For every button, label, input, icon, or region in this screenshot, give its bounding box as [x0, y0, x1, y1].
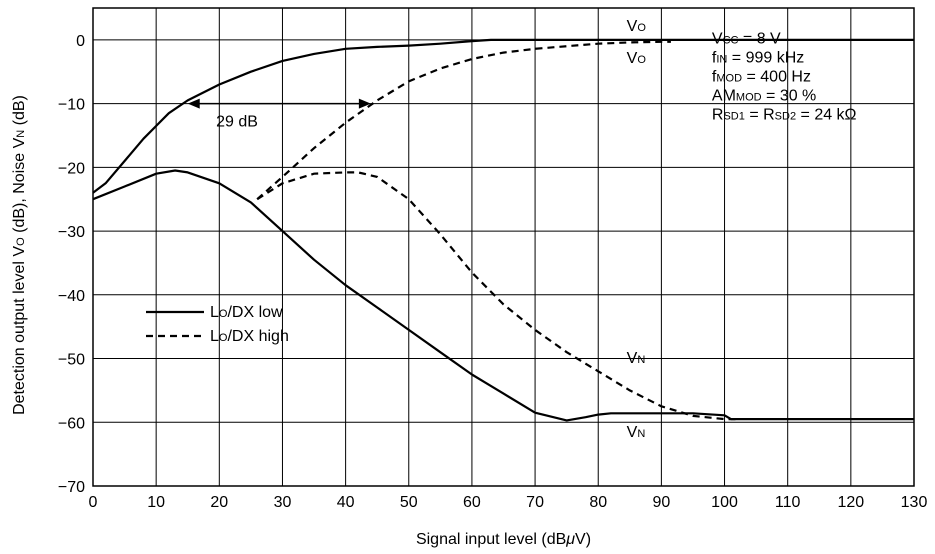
x-tick-label: 80	[589, 494, 607, 511]
x-tick-label: 50	[400, 494, 418, 511]
vo-label-top-part: V	[627, 18, 638, 35]
x-axis-title-part: Signal input level (dB	[416, 531, 566, 548]
condition-line-part: = 400 Hz	[742, 69, 811, 86]
condition-line: fIN = 999 kHz	[712, 50, 804, 67]
x-tick-label: 0	[89, 494, 98, 511]
legend-label-part: O	[219, 332, 228, 344]
condition-line-part: MOD	[736, 92, 762, 104]
y-tick-label: −40	[58, 288, 85, 305]
dashed-vo-line	[256, 40, 671, 201]
legend-label: LO/DX high	[210, 328, 289, 345]
condition-line-part: = R	[745, 107, 775, 124]
condition-line-part: = 8 V	[738, 31, 781, 48]
y-tick-label: −20	[58, 160, 85, 177]
x-axis-title-part: V)	[575, 531, 591, 548]
condition-line-part: SD2	[775, 111, 796, 123]
y-tick-label: 0	[76, 33, 85, 50]
condition-line-part: SD1	[723, 111, 744, 123]
vn-label-bottom-part: V	[627, 424, 638, 441]
y-axis-title-part: O	[15, 237, 27, 246]
y-axis-title-part: (dB), Noise V	[11, 137, 28, 237]
tick-labels: 0 10 20 30 40 50 60 70 80 90 100 110 120 130 0 −10 −20 −3…	[58, 33, 928, 511]
y-axis-title-part: (dB)	[11, 95, 28, 130]
condition-line: AMMOD = 30 %	[712, 88, 816, 105]
condition-line: VCC = 8 V	[712, 31, 781, 48]
dashed-vn-line	[256, 171, 738, 421]
vo-label-mid-part: V	[627, 50, 638, 67]
condition-line-part: = 24 kΩ	[796, 107, 856, 124]
condition-line: fMOD = 400 Hz	[712, 69, 811, 86]
gap-arrow-head-right	[358, 98, 371, 109]
solid-vn-line	[92, 169, 914, 422]
gap-arrow-head-left	[187, 98, 200, 109]
y-tick-label: −60	[58, 415, 85, 432]
legend-label-part: L	[210, 328, 219, 345]
vo-label-top: VO	[627, 18, 647, 35]
vn-label-mid-part: V	[627, 350, 638, 367]
condition-line-part: = 30 %	[762, 88, 817, 105]
condition-line-part: CC	[723, 35, 739, 47]
plot-frame	[92, 7, 915, 487]
y-tick-label: −50	[58, 352, 85, 369]
condition-line-part: = 999 kHz	[727, 50, 804, 67]
x-tick-label: 10	[147, 494, 165, 511]
vo-label-mid-part: O	[637, 54, 646, 66]
y-axis-title-part: Detection output level V	[11, 246, 28, 415]
condition-line-part: AM	[712, 88, 736, 105]
series	[92, 38, 914, 422]
condition-line-part: V	[712, 31, 723, 48]
x-tick-label: 20	[210, 494, 228, 511]
condition-line-part: f	[712, 69, 717, 86]
x-tick-label: 60	[463, 494, 481, 511]
gap-label: 29 dB	[216, 114, 258, 131]
vn-label-mid: VN	[627, 350, 646, 367]
condition-line-part: f	[712, 50, 717, 67]
legend-label-part: O	[219, 308, 228, 320]
vo-label-mid: VO	[627, 50, 647, 67]
vo-label-top-part: O	[637, 22, 646, 34]
y-axis-title: Detection output level VO (dB), Noise VN…	[11, 95, 28, 415]
legend-label-part: /DX high	[227, 328, 288, 345]
legend-label-part: L	[210, 304, 219, 321]
x-tick-label: 40	[337, 494, 355, 511]
y-tick-label: −30	[58, 224, 85, 241]
legend-label-part: /DX low	[227, 304, 283, 321]
vn-label-mid-part: N	[637, 354, 645, 366]
x-tick-label: 120	[837, 494, 864, 511]
axis-titles: Signal input level (dBμV) Detection outpu…	[11, 95, 591, 548]
x-axis-title-part: μ	[565, 531, 575, 548]
y-tick-label: −70	[58, 479, 85, 496]
y-axis-title-part: N	[15, 130, 27, 138]
x-axis-title: Signal input level (dBμV)	[416, 531, 591, 548]
x-tick-label: 30	[274, 494, 292, 511]
condition-line-part: MOD	[716, 73, 742, 85]
vn-label-bottom: VN	[627, 424, 646, 441]
x-tick-label: 130	[901, 494, 928, 511]
x-tick-label: 70	[526, 494, 544, 511]
vn-label-bottom-part: N	[637, 428, 645, 440]
x-tick-label: 100	[711, 494, 738, 511]
condition-line-part: IN	[716, 54, 727, 66]
legend-label: LO/DX low	[210, 304, 283, 321]
condition-line-part: R	[712, 107, 724, 124]
x-tick-label: 110	[775, 494, 801, 511]
condition-line: RSD1 = RSD2 = 24 kΩ	[712, 107, 857, 124]
x-tick-label: 90	[652, 494, 670, 511]
solid-vo-line	[92, 38, 914, 194]
y-tick-label: −10	[58, 97, 85, 114]
